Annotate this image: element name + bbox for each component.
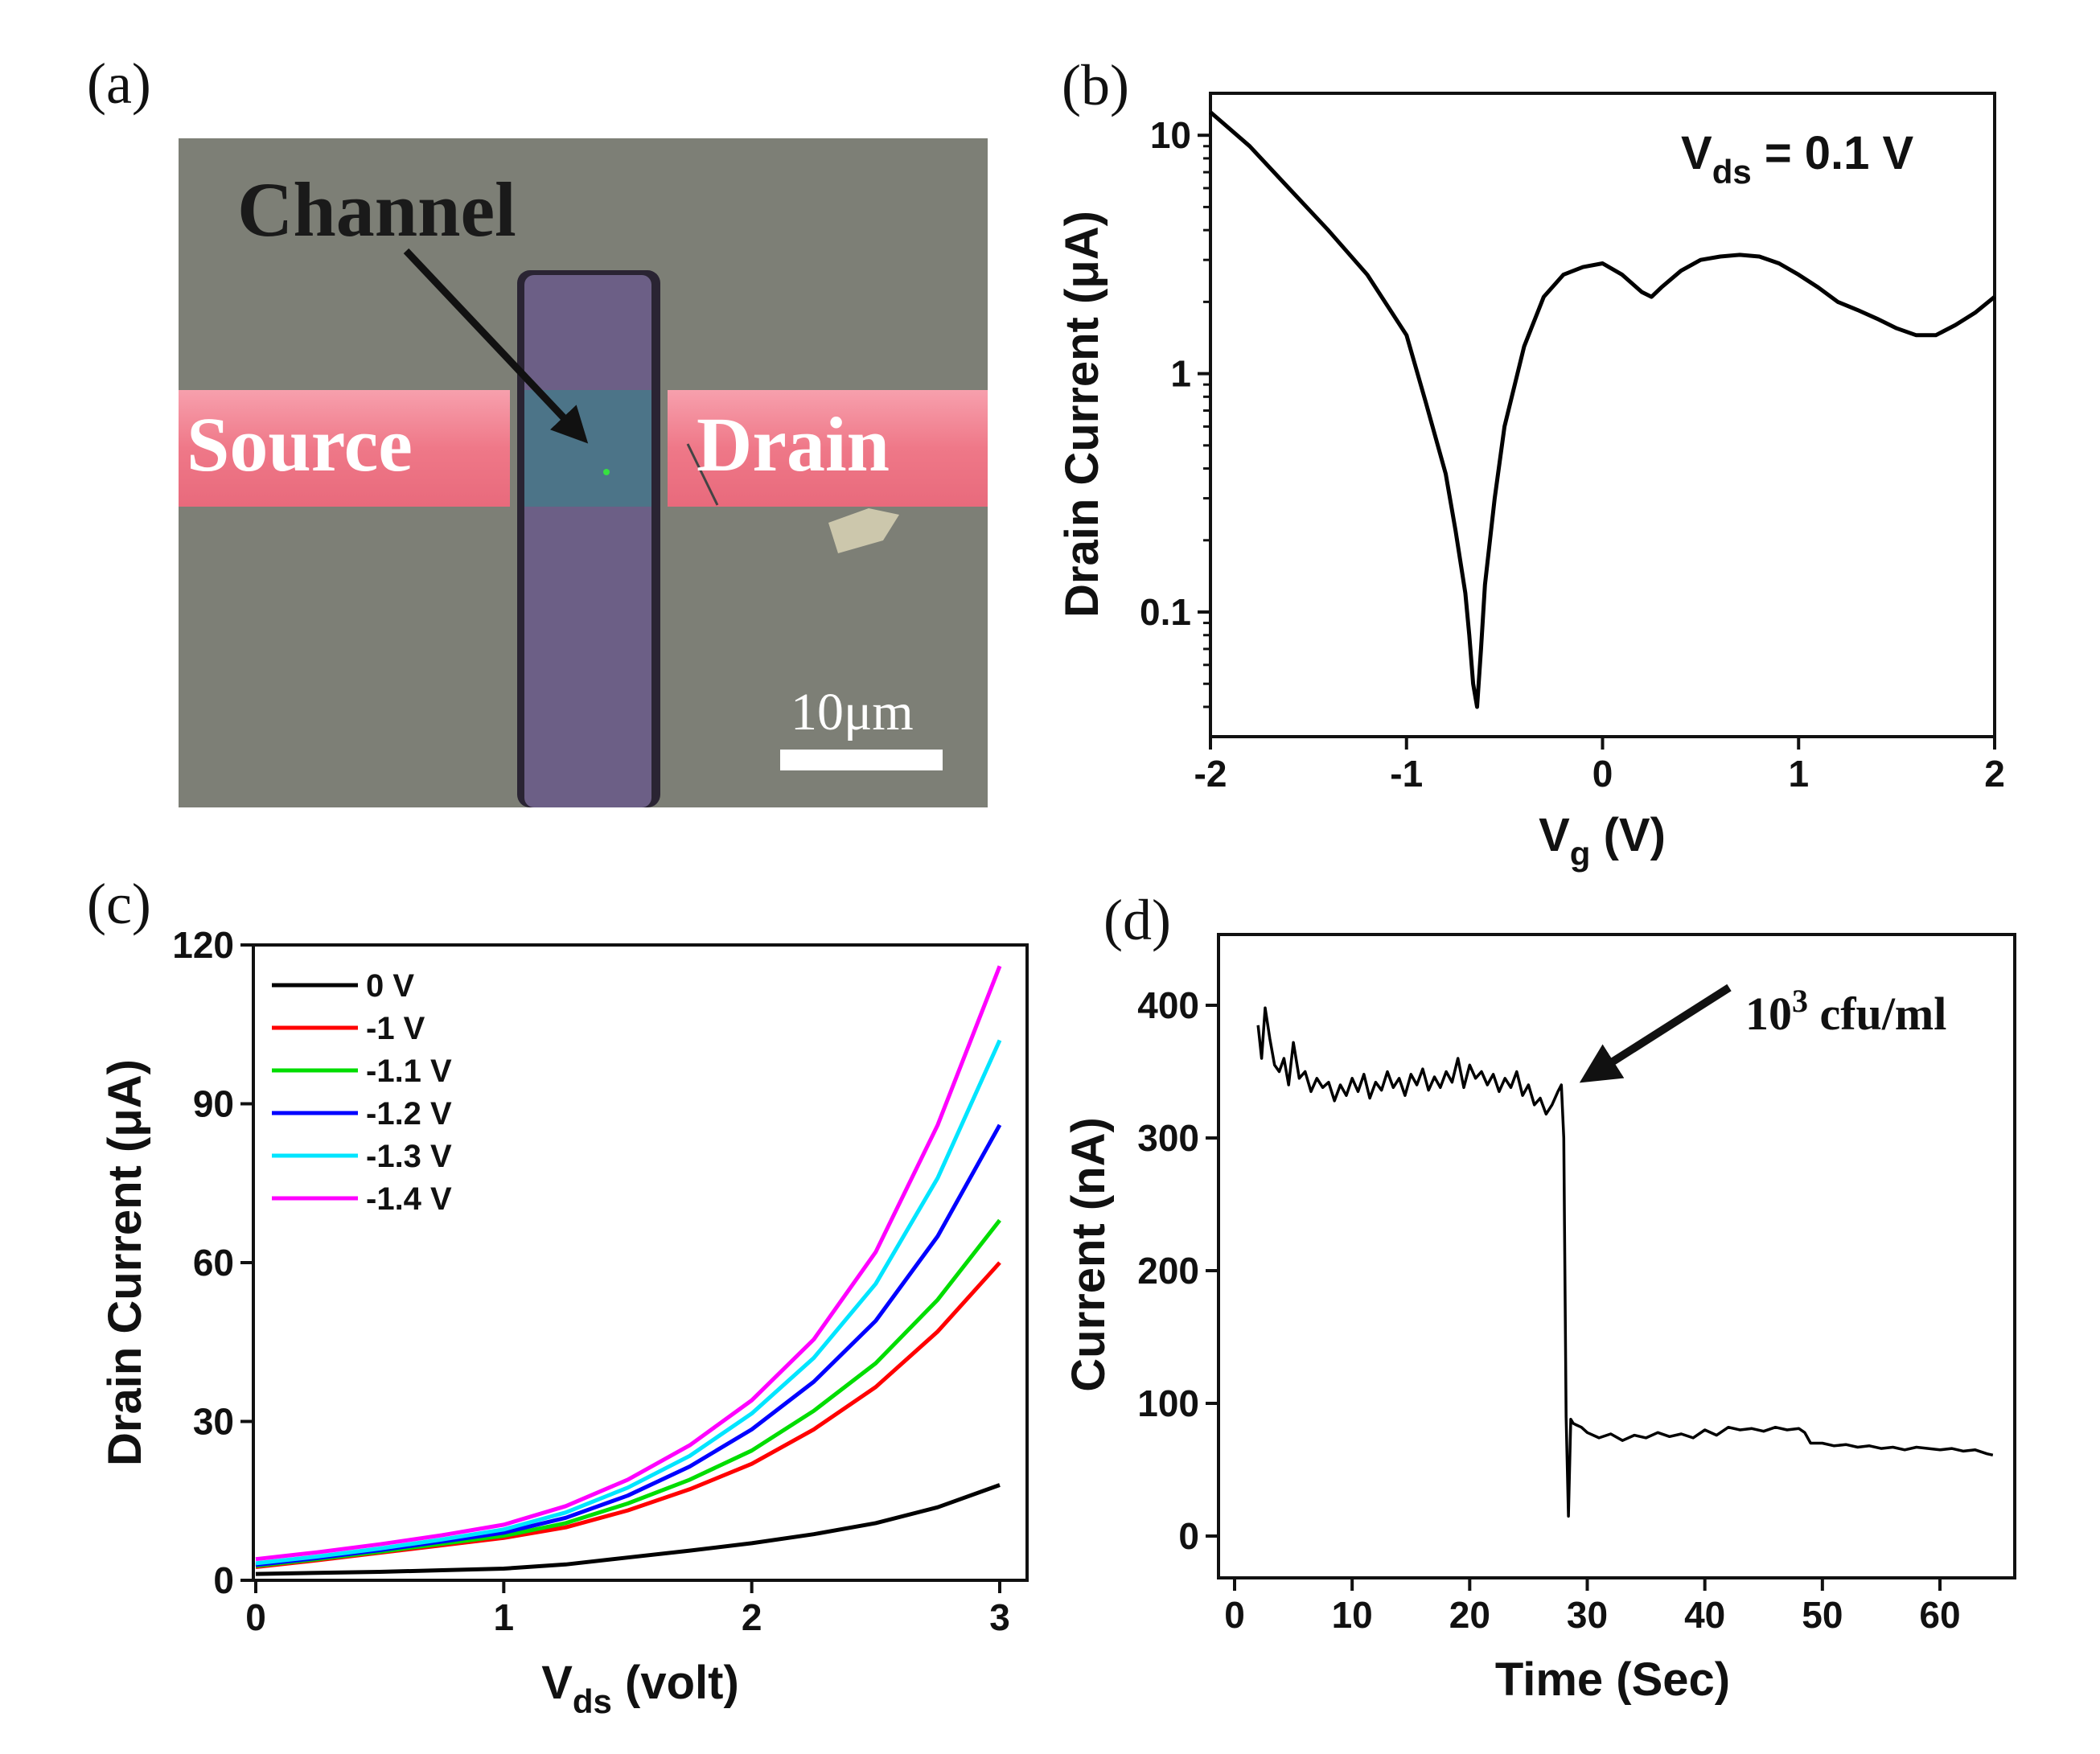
chart-b-ytick-label: 10 [1150,114,1191,156]
chart-b-xtick-label: 0 [1592,753,1613,795]
chart-b-xtick-label: 2 [1984,753,2005,795]
chart-c-legend: 0 V -1 V -1.1 V -1.2 V -1.3 V -1.4 V [272,968,452,1217]
chart-c-xlabel: Vds (volt) [541,1657,739,1720]
chart-c-ytick-label: 30 [193,1401,234,1443]
source-label: Source [187,401,413,487]
chart-c-legend-label-4: -1.3 V [366,1139,452,1174]
chart-d-xtick-label: 60 [1919,1594,1960,1636]
chart-b-xtick-label: 1 [1788,753,1809,795]
channel-overlap [524,390,651,507]
chart-d-frame [1217,933,2016,1579]
chart-d-xtick-label: 0 [1224,1594,1245,1636]
scale-bar [780,750,943,770]
chart-b-xlabel: Vg (V) [1539,809,1666,873]
chart-c-line-4 [255,1039,1002,1566]
panel-d: (d) 0 10 20 30 40 50 60 0 100 200 300 400 103 cfu/m… [1062,888,2016,1706]
chart-c-ylabel: Drain Current (μA) [99,1059,151,1466]
chart-c-xtick-label: 3 [989,1596,1010,1638]
chart-d-ytick-label: 200 [1137,1250,1199,1292]
chart-c-xtick-label: 0 [245,1596,266,1638]
chart-d-annotation: 103 cfu/ml [1745,983,1946,1040]
source-electrode [179,390,510,507]
chart-c-line-0 [255,1483,1001,1576]
chart-d-ticks: 0 10 20 30 40 50 60 0 100 200 300 400 [1137,984,1960,1636]
chart-d-xtick-label: 10 [1332,1594,1373,1636]
chart-d-series-line [1256,1006,1994,1518]
chart-c-legend-label-2: -1.1 V [366,1054,452,1089]
drain-label: Drain [697,401,890,487]
chart-b-ylabel: Drain Current (μA) [1056,211,1108,618]
chart-c-legend-label-0: 0 V [366,968,414,1004]
drain-electrode [668,390,988,507]
flake-debris [828,508,899,553]
panel-c-letter: (c) [87,872,151,936]
chart-d-annotation-arrow [1579,984,1732,1083]
chart-c-legend-label-1: -1 V [366,1011,425,1046]
chart-c-series [255,965,1002,1576]
chart-c-xtick-label: 2 [742,1596,762,1638]
channel-strip [524,275,651,807]
chart-d-ytick-label: 0 [1178,1515,1199,1557]
chart-d-xtick-label: 40 [1684,1594,1725,1636]
chart-d-xtick-label: 50 [1802,1594,1843,1636]
chart-c-ytick-label: 0 [213,1559,234,1601]
chart-b-annotation: Vds = 0.1 V [1681,127,1914,191]
scale-bar-label: 10μm [791,683,914,741]
chart-b-ticks: -2 -1 0 1 2 0.1 1 10 [1140,114,2005,795]
panel-a: (a) Source Drain Channel 10μm [87,51,988,807]
chart-b-frame [1209,92,1996,738]
chart-d-xtick-label: 20 [1449,1594,1490,1636]
panel-d-letter: (d) [1103,888,1171,952]
chart-c-ytick-label: 120 [172,924,234,966]
chart-d-xtick-label: 30 [1567,1594,1608,1636]
chart-c-line-5 [255,965,1002,1562]
chart-b-xtick-label: -2 [1194,753,1227,795]
chart-c-xtick-label: 1 [494,1596,515,1638]
panel-a-letter: (a) [87,51,151,116]
channel-label: Channel [237,166,516,253]
chart-b-ytick-label: 1 [1170,353,1191,395]
chart-c-legend-label-3: -1.2 V [366,1096,452,1132]
chart-c-line-2 [255,1218,1001,1568]
chart-c-legend-label-5: -1.4 V [366,1181,452,1217]
chart-d-ytick-label: 300 [1137,1117,1199,1159]
chart-d-ylabel: Current (nA) [1062,1117,1115,1392]
panel-b-letter: (b) [1062,53,1129,117]
chart-b-series-line [1209,110,1996,709]
channel-arrow [403,248,589,444]
green-dot [603,469,610,475]
panel-b: (b) -2 -1 0 1 2 0.1 1 10 Vds = 0.1 V Vg (V) Dra… [1056,53,2005,873]
scratch-line [686,443,719,506]
chart-d-xlabel: Time (Sec) [1495,1653,1730,1706]
chart-c-ytick-label: 60 [193,1242,234,1284]
chart-d-ytick-label: 400 [1137,984,1199,1026]
micrograph-image: Source Drain Channel 10μm [179,138,988,807]
chart-d-ytick-label: 100 [1137,1382,1199,1424]
chart-b-ytick-label: 0.1 [1140,591,1191,633]
chart-b-xtick-label: -1 [1390,753,1423,795]
chart-c-ytick-label: 90 [193,1083,234,1125]
